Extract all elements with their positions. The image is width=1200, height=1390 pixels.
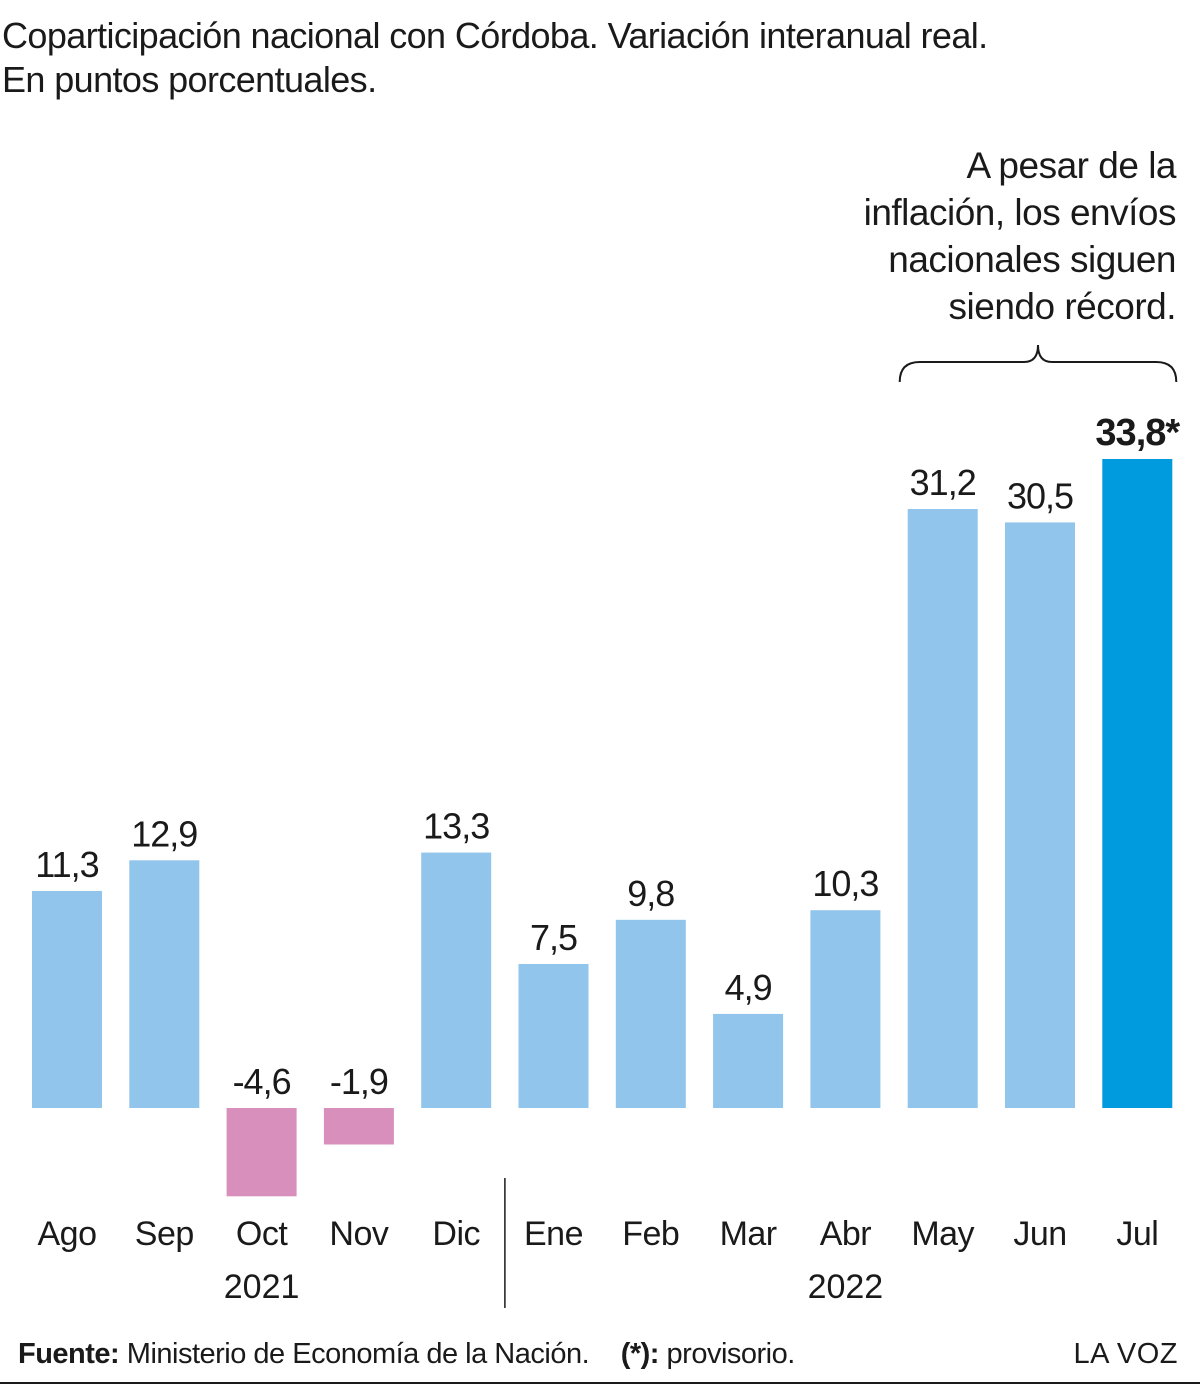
category-label-jun: Jun: [1013, 1215, 1066, 1253]
bar-dic: [421, 852, 492, 1108]
source-footer: Fuente: Ministerio de Economía de la Nac…: [18, 1338, 795, 1371]
annotation-line-1: A pesar de la: [966, 145, 1177, 186]
year-label-2021: 2021: [224, 1268, 300, 1306]
bar-sep: [129, 860, 200, 1108]
category-label-nov: Nov: [329, 1215, 388, 1253]
category-label-abr: Abr: [820, 1215, 872, 1253]
bar-mar: [713, 1013, 784, 1108]
category-label-may: May: [911, 1215, 974, 1253]
value-label-jul: 33,8*: [1095, 412, 1180, 454]
category-label-sep: Sep: [135, 1215, 194, 1253]
chart-title: Coparticipación nacional con Córdoba. Va…: [2, 14, 1152, 102]
bar-ago: [32, 891, 102, 1108]
bar-feb: [615, 919, 686, 1108]
bar-chart: 11,3 Ago 12,9 Sep -4,6 Oct -1,9 Nov 13,3 Dic 7,5 En…: [32, 344, 1181, 1308]
brand-logo: LA VOZ: [1073, 1338, 1178, 1370]
bar-ene: [518, 964, 589, 1108]
category-label-ago: Ago: [38, 1215, 97, 1253]
value-label-abr: 10,3: [812, 863, 878, 904]
value-label-mar: 4,9: [725, 967, 772, 1008]
year-label-2022: 2022: [808, 1268, 884, 1306]
value-label-ene: 7,5: [530, 917, 577, 958]
record-annotation: A pesar de la inflación, los envíos naci…: [756, 142, 1177, 330]
category-label-feb: Feb: [622, 1215, 679, 1253]
value-label-sep: 12,9: [131, 813, 197, 854]
annotation-line-4: siendo récord.: [948, 286, 1177, 327]
chart-title-line-2: En puntos porcentuales.: [2, 59, 377, 100]
bar-nov: [323, 1108, 394, 1145]
bar-jul: [1102, 459, 1173, 1108]
bottom-rule: [0, 1382, 1200, 1384]
chart-title-line-1: Coparticipación nacional con Córdoba. Va…: [2, 15, 988, 56]
bar-jun: [1005, 522, 1075, 1108]
category-label-oct: Oct: [236, 1215, 288, 1253]
annotation-line-2: inflación, los envíos: [863, 192, 1177, 233]
value-label-may: 31,2: [910, 462, 976, 503]
value-label-ago: 11,3: [35, 844, 98, 885]
category-label-dic: Dic: [432, 1215, 480, 1253]
value-label-dic: 13,3: [423, 806, 489, 847]
category-label-ene: Ene: [524, 1215, 583, 1253]
note-label: (*):: [620, 1338, 660, 1370]
category-label-mar: Mar: [720, 1215, 777, 1253]
annotation-line-3: nacionales siguen: [888, 239, 1176, 280]
note-text: provisorio.: [666, 1338, 796, 1370]
value-label-nov: -1,9: [330, 1061, 388, 1102]
record-bracket: [898, 344, 1178, 383]
category-label-jul: Jul: [1116, 1215, 1158, 1253]
bar-oct: [226, 1108, 297, 1197]
value-label-jun: 30,5: [1007, 475, 1073, 516]
value-label-oct: -4,6: [233, 1061, 291, 1102]
source-text: Ministerio de Economía de la Nación.: [126, 1338, 590, 1370]
value-label-feb: 9,8: [627, 873, 674, 914]
bar-abr: [810, 910, 881, 1108]
source-label: Fuente:: [18, 1338, 120, 1370]
bar-may: [907, 509, 978, 1108]
